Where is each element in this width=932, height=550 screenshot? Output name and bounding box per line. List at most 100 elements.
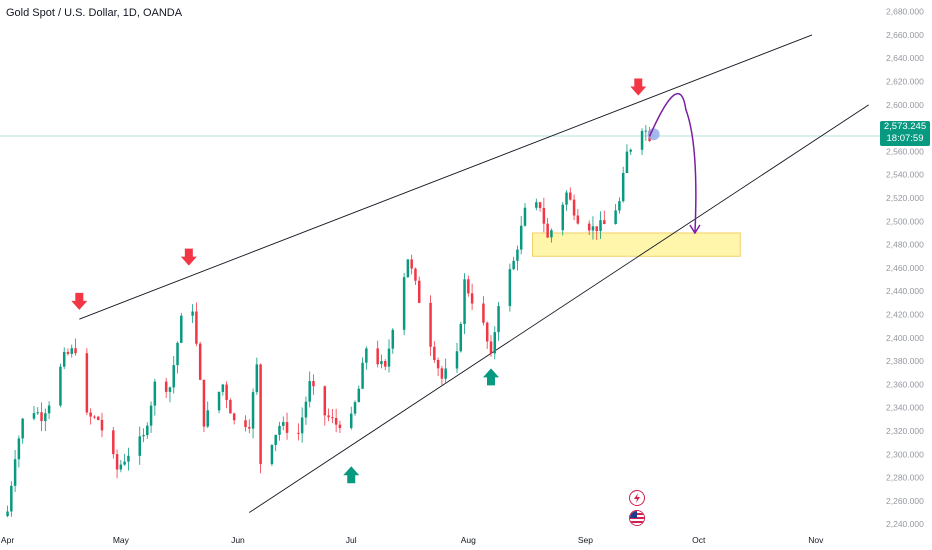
us-flag-icon[interactable] — [629, 510, 645, 526]
candle-body — [168, 387, 172, 392]
candle-body — [365, 348, 368, 363]
candle-body — [191, 311, 194, 316]
candle-body — [300, 417, 304, 434]
x-tick-label: Oct — [692, 535, 706, 545]
y-tick-label: 2,300.000 — [886, 449, 924, 459]
candle-body — [595, 226, 598, 232]
candle-body — [644, 130, 648, 132]
candle-body — [229, 399, 232, 414]
candle-body — [614, 210, 617, 224]
candle-body — [459, 323, 463, 352]
candle-body — [164, 381, 168, 392]
candle-body — [312, 381, 315, 387]
candle-body — [508, 269, 512, 307]
candle-body — [436, 359, 440, 369]
candle-body — [93, 416, 96, 418]
candle-body — [248, 427, 251, 429]
candle-body — [323, 386, 327, 416]
candle-body — [274, 434, 277, 445]
candle-body — [278, 425, 281, 435]
candle-body — [353, 402, 357, 414]
candle-body — [44, 413, 47, 422]
candle-body — [618, 201, 621, 211]
candle-body — [217, 391, 221, 411]
y-tick-label: 2,560.000 — [886, 146, 924, 156]
candle-body — [32, 413, 36, 419]
candle-body — [180, 315, 183, 343]
candle-body — [149, 405, 153, 426]
candle-body — [387, 348, 391, 367]
candle-body — [282, 422, 285, 426]
candle-body — [565, 192, 568, 205]
y-tick-label: 2,460.000 — [886, 263, 924, 273]
y-tick-label: 2,420.000 — [886, 310, 924, 320]
candle-body — [153, 381, 157, 406]
candle-body — [255, 364, 259, 393]
candle-body — [485, 322, 489, 342]
candle-body — [221, 384, 225, 392]
candle-body — [482, 303, 485, 323]
candle-body — [591, 226, 595, 231]
candle-body — [112, 430, 115, 455]
candle-body — [561, 204, 564, 231]
candle-body — [357, 388, 361, 403]
candle-body — [259, 364, 262, 465]
x-tick-label: Jun — [231, 535, 245, 545]
y-tick-label: 2,280.000 — [886, 473, 924, 483]
candle-body — [444, 368, 447, 379]
candle-body — [195, 311, 198, 344]
earnings-flash-icon[interactable] — [629, 490, 645, 506]
candle-body — [489, 341, 493, 354]
projection-arrowhead — [689, 224, 701, 235]
candle-body — [361, 362, 364, 389]
x-tick-label: Apr — [1, 535, 14, 545]
candle-body — [10, 485, 13, 512]
candle-body — [21, 418, 24, 439]
candle-body — [523, 207, 527, 226]
candle-body — [467, 279, 470, 294]
candle-body — [47, 405, 51, 414]
candle-body — [463, 279, 466, 324]
candle-body — [542, 207, 546, 224]
candle-body — [640, 130, 644, 150]
candle-body — [587, 223, 591, 231]
x-tick-label: Jul — [346, 535, 357, 545]
candle-body — [123, 461, 126, 465]
y-tick-label: 2,640.000 — [886, 53, 924, 63]
candle-body — [142, 435, 145, 437]
candle-body — [202, 379, 206, 427]
candle-body — [70, 348, 74, 354]
y-tick-label: 2,340.000 — [886, 403, 924, 413]
candle-body — [406, 259, 410, 278]
candle-body — [410, 259, 413, 269]
y-tick-label: 2,480.000 — [886, 240, 924, 250]
candle-body — [146, 425, 149, 436]
candle-body — [433, 346, 436, 360]
candle-body — [85, 353, 89, 413]
projection-curve — [648, 92, 697, 234]
candle-body — [304, 401, 308, 418]
candle-body — [225, 384, 228, 400]
y-tick-label: 2,600.000 — [886, 100, 924, 110]
candle-body — [59, 366, 62, 406]
candle-body — [176, 342, 179, 366]
y-tick-label: 2,620.000 — [886, 77, 924, 87]
y-tick-label: 2,320.000 — [886, 426, 924, 436]
candle-body — [198, 343, 202, 380]
up-arrow-marker — [482, 368, 499, 386]
y-tick-label: 2,500.000 — [886, 216, 924, 226]
candle-body — [297, 432, 300, 434]
x-tick-label: May — [113, 535, 130, 545]
y-tick-label: 2,400.000 — [886, 333, 924, 343]
candle-body — [334, 417, 338, 425]
candle-body — [6, 511, 9, 517]
candle-body — [138, 436, 141, 456]
candle-body — [621, 172, 625, 202]
chart-title: Gold Spot / U.S. Dollar, 1D, OANDA — [6, 7, 183, 19]
candle-body — [62, 351, 66, 367]
candle-body — [331, 417, 334, 419]
candle-body — [270, 444, 274, 465]
candle-body — [17, 438, 21, 460]
